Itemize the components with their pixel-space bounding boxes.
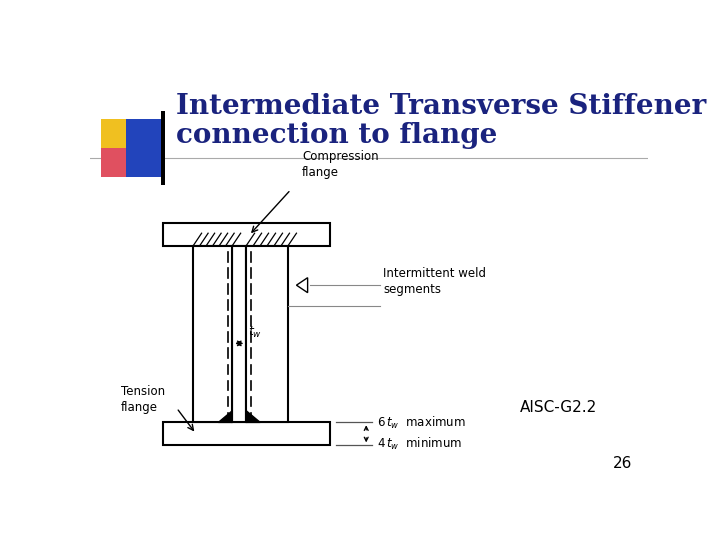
Polygon shape [246,411,260,422]
Text: $t_w$: $t_w$ [248,325,263,340]
Text: Tension
flange: Tension flange [121,385,165,414]
Bar [246,246,288,422]
Bar [101,119,135,148]
Text: $4\,t_w$  minimum: $4\,t_w$ minimum [377,436,463,453]
Bar [126,119,163,177]
Bar [163,223,330,246]
Bar [161,111,166,185]
Polygon shape [297,278,307,293]
Text: AISC-G2.2: AISC-G2.2 [520,400,598,415]
Text: $6\,t_w$  maximum: $6\,t_w$ maximum [377,415,466,431]
Text: 26: 26 [613,456,633,471]
Bar [163,422,330,446]
Polygon shape [218,411,233,422]
Bar [193,246,233,422]
Text: connection to flange: connection to flange [176,122,498,149]
Bar [233,246,246,422]
Text: Intermittent weld
segments: Intermittent weld segments [383,267,486,295]
Text: Compression
flange: Compression flange [302,150,379,179]
Text: Intermediate Transverse Stiffener: Intermediate Transverse Stiffener [176,93,707,120]
Bar [101,148,135,177]
